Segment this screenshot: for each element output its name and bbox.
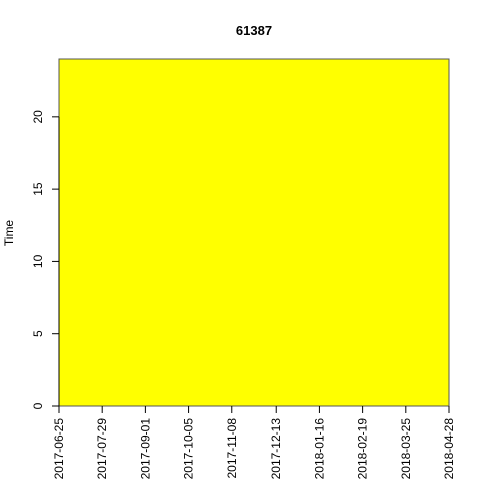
x-tick-label: 2018-03-25 — [399, 418, 413, 480]
y-axis: 0 5 10 15 20 — [31, 110, 60, 409]
x-tick-label: 2018-04-28 — [442, 418, 456, 480]
y-tick-label: 0 — [31, 402, 45, 409]
x-tick-label: 2017-09-01 — [138, 418, 152, 480]
x-tick-label: 2017-10-05 — [182, 418, 196, 480]
x-tick-label: 2017-11-08 — [225, 418, 239, 479]
x-tick-label: 2018-01-16 — [312, 418, 326, 480]
chart-title: 61387 — [236, 23, 272, 38]
x-tick-label: 2018-02-19 — [356, 418, 370, 480]
x-axis: 2017-06-25 2017-07-29 2017-09-01 2017-10-05… — [52, 406, 456, 479]
y-axis-label: Time — [2, 220, 16, 247]
x-tick-label: 2017-07-29 — [95, 418, 109, 480]
x-tick-label: 2017-06-25 — [52, 418, 66, 480]
y-tick-label: 5 — [31, 330, 45, 337]
y-tick-label: 20 — [31, 110, 45, 124]
heatmap-area — [59, 59, 449, 406]
y-tick-label: 15 — [31, 182, 45, 196]
x-tick-label: 2017-12-13 — [269, 418, 283, 480]
y-tick-label: 10 — [31, 254, 45, 268]
